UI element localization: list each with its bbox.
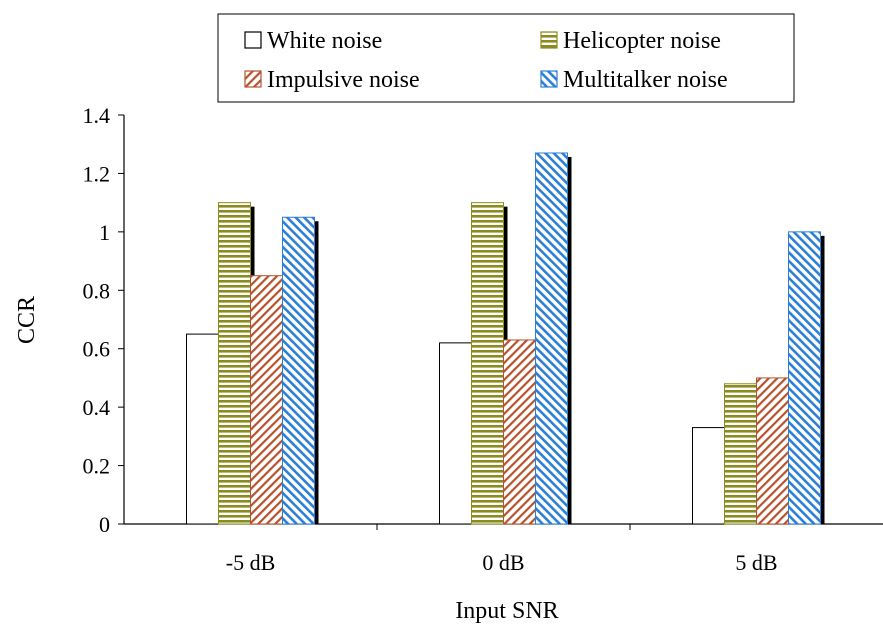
bar (788, 231, 821, 525)
bar (439, 342, 472, 525)
y-tick-label: 0.4 (83, 395, 111, 420)
bar (218, 202, 251, 525)
bar (282, 216, 315, 525)
legend-label: Helicopter noise (563, 28, 721, 54)
y-tick-label: 0.8 (83, 278, 111, 303)
legend-swatch (244, 31, 262, 49)
legend: White noise Helicopter noise Impulsive noi… (244, 28, 728, 93)
x-axis-label: Input SNR (455, 598, 558, 624)
y-tick-label: 1 (99, 220, 110, 245)
x-tick-label: 5 dB (735, 550, 777, 575)
y-tick-label: 0.6 (83, 337, 111, 362)
legend-swatch (540, 70, 558, 88)
legend-label: Impulsive noise (267, 67, 420, 93)
bar (503, 339, 536, 525)
y-tick-label: 0.2 (83, 454, 111, 479)
legend-label: Multitalker noise (563, 67, 728, 93)
x-tick-label: -5 dB (226, 550, 276, 575)
bar (471, 202, 504, 525)
y-axis: 0 0.2 0.4 0.6 0.8 1 1.2 1.4 (83, 103, 125, 537)
y-tick-label: 1.2 (83, 161, 111, 186)
legend-label: White noise (267, 28, 382, 54)
legend-swatch (540, 31, 558, 49)
bar (756, 377, 789, 525)
bars (186, 152, 825, 525)
y-axis-label: CCR (14, 296, 40, 344)
legend-box (217, 13, 795, 103)
bar (250, 275, 283, 525)
x-axis: -5 dB 0 dB 5 dB (124, 523, 883, 575)
legend-swatch (244, 70, 262, 88)
bar (724, 383, 757, 525)
bar (535, 152, 568, 525)
bar (692, 427, 725, 525)
y-tick-label: 0 (99, 512, 110, 537)
x-tick-label: 0 dB (482, 550, 524, 575)
bar (186, 333, 219, 525)
y-tick-label: 1.4 (83, 103, 111, 128)
